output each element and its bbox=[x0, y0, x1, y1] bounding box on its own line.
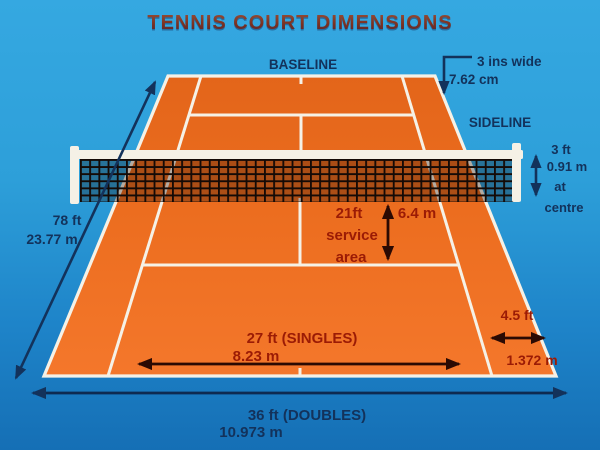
net-height-note-2: centre bbox=[544, 200, 583, 215]
arrow-line-width bbox=[438, 55, 472, 95]
line-width-imperial: 3 ins wide bbox=[477, 54, 542, 69]
baseline-label: BASELINE bbox=[269, 57, 337, 72]
doubles-width-imperial: 36 ft (DOUBLES) bbox=[248, 407, 366, 424]
net-height-imperial: 3 ft bbox=[551, 142, 571, 157]
service-area-word-2: area bbox=[336, 249, 368, 266]
net-post-left bbox=[70, 146, 79, 204]
singles-width-imperial: 27 ft (SINGLES) bbox=[247, 330, 358, 347]
arrow-court-length bbox=[14, 80, 157, 380]
service-area-word-1: service bbox=[326, 227, 378, 244]
page-title: TENNIS COURT DIMENSIONS bbox=[147, 12, 452, 34]
sideline-label: SIDELINE bbox=[469, 115, 531, 130]
court-length-imperial: 78 ft bbox=[53, 212, 82, 228]
line-width-metric: 7.62 cm bbox=[449, 72, 499, 87]
page-title-shadow: TENNIS COURT DIMENSIONS bbox=[147, 14, 452, 36]
doubles-width-metric: 10.973 m bbox=[219, 424, 282, 441]
alley-width-imperial: 4.5 ft bbox=[501, 307, 534, 323]
net-band bbox=[77, 150, 523, 159]
net-mesh bbox=[80, 159, 520, 202]
net-height-metric: 0.91 m bbox=[547, 159, 587, 174]
net bbox=[70, 143, 523, 204]
singles-width-metric: 8.23 m bbox=[233, 348, 280, 365]
service-area-imperial: 21ft bbox=[336, 205, 363, 222]
singles-sideline-right bbox=[400, 75, 494, 377]
court-length-metric: 23.77 m bbox=[26, 231, 77, 247]
net-post-right bbox=[512, 143, 521, 202]
service-area-metric: 6.4 m bbox=[398, 205, 436, 222]
net-height-note-1: at bbox=[554, 179, 566, 194]
alley-width-metric: 1.372 m bbox=[506, 352, 557, 368]
